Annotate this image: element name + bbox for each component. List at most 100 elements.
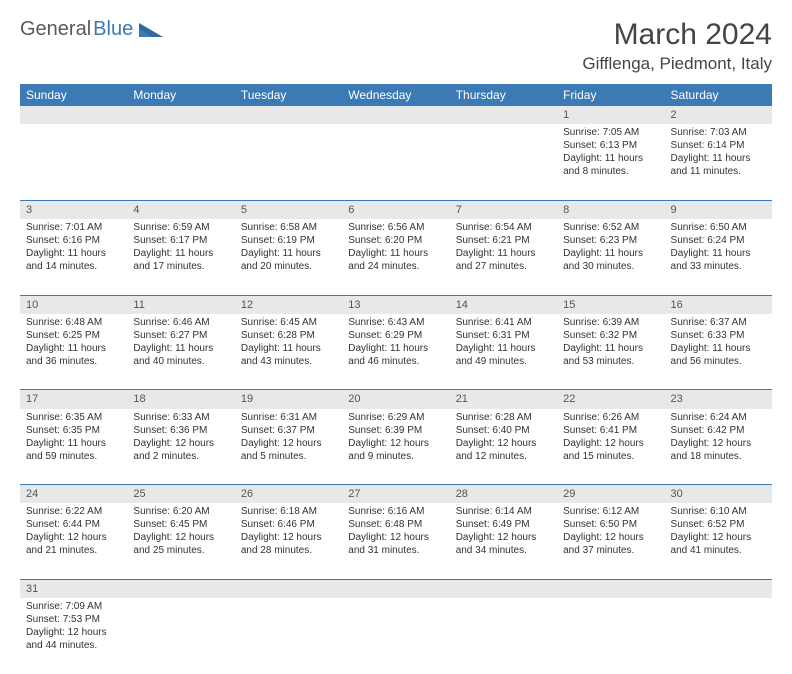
day-cell (235, 598, 342, 674)
day-cell (127, 598, 234, 674)
sunrise-text: Sunrise: 6:29 AM (348, 411, 443, 424)
day-number-cell: 12 (235, 295, 342, 314)
title-block: March 2024 Gifflenga, Piedmont, Italy (582, 18, 772, 74)
daylight-text: Daylight: 11 hours and 49 minutes. (456, 342, 551, 368)
day-number-cell (665, 579, 772, 598)
day-cell (665, 598, 772, 674)
daylight-text: Daylight: 12 hours and 15 minutes. (563, 437, 658, 463)
day-number-cell: 1 (557, 106, 664, 124)
daylight-text: Daylight: 11 hours and 59 minutes. (26, 437, 121, 463)
day-cell: Sunrise: 6:20 AMSunset: 6:45 PMDaylight:… (127, 503, 234, 579)
daylight-text: Daylight: 12 hours and 21 minutes. (26, 531, 121, 557)
sunset-text: Sunset: 6:50 PM (563, 518, 658, 531)
day-number-cell: 14 (450, 295, 557, 314)
sunrise-text: Sunrise: 6:33 AM (133, 411, 228, 424)
sunset-text: Sunset: 6:14 PM (671, 139, 766, 152)
week-row: Sunrise: 7:01 AMSunset: 6:16 PMDaylight:… (20, 219, 772, 295)
day-cell: Sunrise: 6:24 AMSunset: 6:42 PMDaylight:… (665, 409, 772, 485)
sunset-text: Sunset: 6:19 PM (241, 234, 336, 247)
day-cell: Sunrise: 6:18 AMSunset: 6:46 PMDaylight:… (235, 503, 342, 579)
day-number-cell: 4 (127, 200, 234, 219)
sunrise-text: Sunrise: 6:24 AM (671, 411, 766, 424)
daylight-text: Daylight: 12 hours and 12 minutes. (456, 437, 551, 463)
sunset-text: Sunset: 6:20 PM (348, 234, 443, 247)
sunset-text: Sunset: 7:53 PM (26, 613, 121, 626)
sunrise-text: Sunrise: 6:41 AM (456, 316, 551, 329)
day-number-cell: 23 (665, 390, 772, 409)
sunrise-text: Sunrise: 6:43 AM (348, 316, 443, 329)
sunset-text: Sunset: 6:31 PM (456, 329, 551, 342)
daylight-text: Daylight: 12 hours and 34 minutes. (456, 531, 551, 557)
weekday-header: Sunday (20, 84, 127, 106)
day-cell: Sunrise: 7:09 AMSunset: 7:53 PMDaylight:… (20, 598, 127, 674)
sunrise-text: Sunrise: 6:58 AM (241, 221, 336, 234)
sunrise-text: Sunrise: 6:52 AM (563, 221, 658, 234)
sunset-text: Sunset: 6:36 PM (133, 424, 228, 437)
sunrise-text: Sunrise: 6:31 AM (241, 411, 336, 424)
week-row: Sunrise: 6:48 AMSunset: 6:25 PMDaylight:… (20, 314, 772, 390)
day-cell: Sunrise: 6:31 AMSunset: 6:37 PMDaylight:… (235, 409, 342, 485)
day-cell (342, 124, 449, 200)
header: GeneralBlue March 2024 Gifflenga, Piedmo… (20, 18, 772, 74)
daylight-text: Daylight: 11 hours and 14 minutes. (26, 247, 121, 273)
sunset-text: Sunset: 6:32 PM (563, 329, 658, 342)
day-number-cell: 29 (557, 485, 664, 504)
day-number-cell: 31 (20, 579, 127, 598)
weekday-header-row: Sunday Monday Tuesday Wednesday Thursday… (20, 84, 772, 106)
day-cell: Sunrise: 6:54 AMSunset: 6:21 PMDaylight:… (450, 219, 557, 295)
daylight-text: Daylight: 11 hours and 24 minutes. (348, 247, 443, 273)
sunrise-text: Sunrise: 7:03 AM (671, 126, 766, 139)
sunrise-text: Sunrise: 6:28 AM (456, 411, 551, 424)
daylight-text: Daylight: 12 hours and 28 minutes. (241, 531, 336, 557)
day-cell: Sunrise: 6:46 AMSunset: 6:27 PMDaylight:… (127, 314, 234, 390)
sunset-text: Sunset: 6:52 PM (671, 518, 766, 531)
day-number-cell (450, 106, 557, 124)
day-number-cell: 26 (235, 485, 342, 504)
daynum-row: 31 (20, 579, 772, 598)
sunset-text: Sunset: 6:13 PM (563, 139, 658, 152)
day-cell (20, 124, 127, 200)
day-cell (450, 598, 557, 674)
daylight-text: Daylight: 12 hours and 44 minutes. (26, 626, 121, 652)
day-number-cell: 30 (665, 485, 772, 504)
day-number-cell: 8 (557, 200, 664, 219)
sunset-text: Sunset: 6:48 PM (348, 518, 443, 531)
day-number-cell: 22 (557, 390, 664, 409)
day-number-cell: 2 (665, 106, 772, 124)
month-title: March 2024 (582, 18, 772, 52)
daynum-row: 24252627282930 (20, 485, 772, 504)
daylight-text: Daylight: 11 hours and 27 minutes. (456, 247, 551, 273)
day-cell: Sunrise: 6:12 AMSunset: 6:50 PMDaylight:… (557, 503, 664, 579)
daylight-text: Daylight: 12 hours and 18 minutes. (671, 437, 766, 463)
sunset-text: Sunset: 6:28 PM (241, 329, 336, 342)
sunrise-text: Sunrise: 6:26 AM (563, 411, 658, 424)
sunset-text: Sunset: 6:45 PM (133, 518, 228, 531)
sunrise-text: Sunrise: 6:10 AM (671, 505, 766, 518)
day-number-cell: 13 (342, 295, 449, 314)
daylight-text: Daylight: 12 hours and 2 minutes. (133, 437, 228, 463)
day-number-cell: 20 (342, 390, 449, 409)
daylight-text: Daylight: 11 hours and 46 minutes. (348, 342, 443, 368)
sunset-text: Sunset: 6:42 PM (671, 424, 766, 437)
day-cell: Sunrise: 7:01 AMSunset: 6:16 PMDaylight:… (20, 219, 127, 295)
day-cell: Sunrise: 6:16 AMSunset: 6:48 PMDaylight:… (342, 503, 449, 579)
sunset-text: Sunset: 6:49 PM (456, 518, 551, 531)
daylight-text: Daylight: 12 hours and 9 minutes. (348, 437, 443, 463)
sunrise-text: Sunrise: 7:05 AM (563, 126, 658, 139)
day-cell: Sunrise: 6:58 AMSunset: 6:19 PMDaylight:… (235, 219, 342, 295)
logo-text-1: General (20, 18, 91, 41)
daylight-text: Daylight: 11 hours and 8 minutes. (563, 152, 658, 178)
day-number-cell: 28 (450, 485, 557, 504)
daylight-text: Daylight: 11 hours and 56 minutes. (671, 342, 766, 368)
day-cell (342, 598, 449, 674)
day-number-cell: 9 (665, 200, 772, 219)
weekday-header: Friday (557, 84, 664, 106)
sunset-text: Sunset: 6:16 PM (26, 234, 121, 247)
day-number-cell (235, 579, 342, 598)
weekday-header: Monday (127, 84, 234, 106)
day-number-cell (450, 579, 557, 598)
day-number-cell: 10 (20, 295, 127, 314)
sunrise-text: Sunrise: 6:39 AM (563, 316, 658, 329)
daylight-text: Daylight: 11 hours and 11 minutes. (671, 152, 766, 178)
day-cell: Sunrise: 6:52 AMSunset: 6:23 PMDaylight:… (557, 219, 664, 295)
